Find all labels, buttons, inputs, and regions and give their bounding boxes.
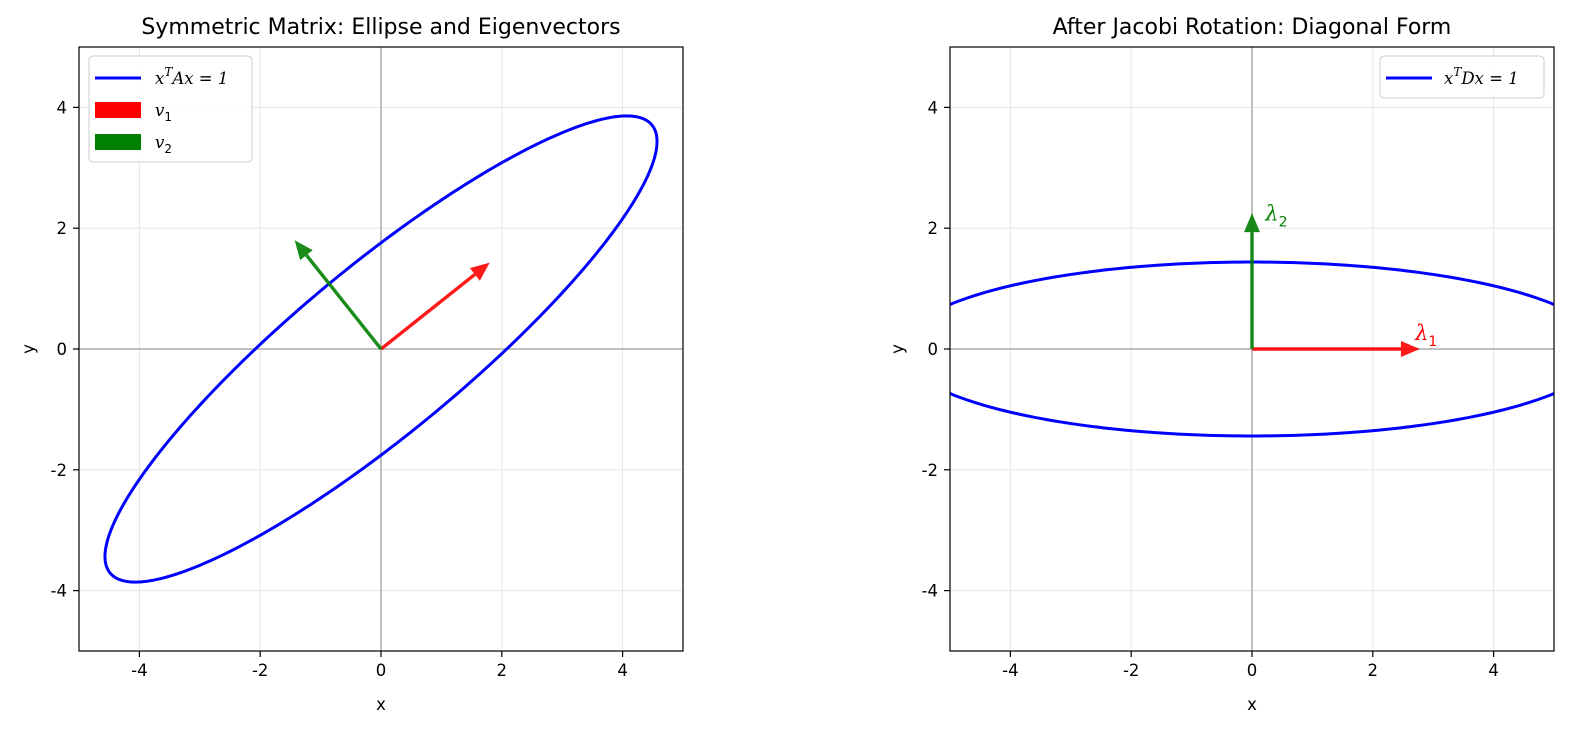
y-tick-label: 0 bbox=[928, 340, 939, 359]
x-tick-label: 2 bbox=[1368, 661, 1379, 680]
legend-label-v1: v1 bbox=[155, 101, 172, 124]
x-axis-label: x bbox=[1247, 695, 1257, 714]
x-axis-ticks: -4 -2 0 2 4 bbox=[131, 651, 628, 680]
arrow-lambda2: λ2 bbox=[1244, 201, 1288, 349]
legend-label-ellipse: xTAx = 1 bbox=[155, 65, 228, 88]
y-tick-label: -4 bbox=[922, 582, 938, 601]
chart-title: Symmetric Matrix: Ellipse and Eigenvecto… bbox=[141, 15, 620, 40]
ellipse-curve bbox=[950, 260, 1554, 438]
x-tick-label: -2 bbox=[1123, 661, 1139, 680]
right-chart: After Jacobi Rotation: Diagonal Form λ1λ… bbox=[888, 15, 1555, 714]
x-tick-label: 0 bbox=[1247, 661, 1258, 680]
arrow-shaft-v1 bbox=[379, 273, 476, 351]
arrow-head-lambda2 bbox=[1244, 213, 1260, 233]
ellipse-curve bbox=[103, 114, 659, 584]
x-axis-label: x bbox=[376, 695, 386, 714]
legend: xTAx = 1 v1 v2 bbox=[88, 55, 253, 163]
eigenvector-arrows bbox=[294, 240, 490, 351]
legend-box bbox=[1379, 55, 1545, 99]
x-tick-label: -4 bbox=[131, 661, 147, 680]
y-tick-label: 4 bbox=[57, 98, 68, 117]
arrow-head-lambda1 bbox=[1400, 341, 1420, 357]
x-axis-ticks: -4 -2 0 2 4 bbox=[1002, 651, 1499, 680]
x-tick-label: 4 bbox=[1488, 661, 1499, 680]
y-tick-label: -2 bbox=[922, 461, 938, 480]
arrow-shaft-v2 bbox=[305, 254, 383, 351]
y-tick-label: 4 bbox=[928, 98, 939, 117]
y-tick-label: -4 bbox=[51, 582, 67, 601]
x-tick-label: -4 bbox=[1002, 661, 1018, 680]
y-axis-ticks: -4 -2 0 2 4 bbox=[51, 98, 79, 601]
arrow-head-v2 bbox=[294, 240, 313, 261]
arrow-label-lambda2: λ2 bbox=[1264, 201, 1287, 230]
arrow-head-v1 bbox=[469, 262, 490, 281]
y-tick-label: -2 bbox=[51, 461, 67, 480]
left-chart: Symmetric Matrix: Ellipse and Eigenvecto… bbox=[19, 15, 684, 714]
y-tick-label: 2 bbox=[928, 219, 939, 238]
legend-patch-v2 bbox=[95, 134, 141, 150]
y-tick-label: 0 bbox=[57, 340, 68, 359]
y-axis-label: y bbox=[19, 344, 38, 354]
arrow-label-lambda1: λ1 bbox=[1414, 321, 1437, 350]
x-tick-label: -2 bbox=[252, 661, 268, 680]
y-axis-ticks: -4 -2 0 2 4 bbox=[922, 98, 950, 601]
x-tick-label: 4 bbox=[617, 661, 628, 680]
legend-label-ellipse: xTDx = 1 bbox=[1444, 65, 1519, 88]
x-tick-label: 2 bbox=[497, 661, 508, 680]
y-tick-label: 2 bbox=[57, 219, 68, 238]
legend-patch-v1 bbox=[95, 102, 141, 118]
x-tick-label: 0 bbox=[376, 661, 387, 680]
eigenvalue-arrows: λ1 λ2 bbox=[1244, 201, 1437, 357]
y-axis-label: y bbox=[888, 344, 907, 354]
arrow-v2 bbox=[294, 240, 383, 351]
arrow-v1 bbox=[379, 262, 490, 351]
chart-title: After Jacobi Rotation: Diagonal Form bbox=[1053, 15, 1452, 40]
legend: xTDx = 1 bbox=[1379, 55, 1545, 99]
legend-label-v2: v2 bbox=[155, 133, 172, 156]
arrow-lambda1: λ1 bbox=[1252, 321, 1437, 357]
